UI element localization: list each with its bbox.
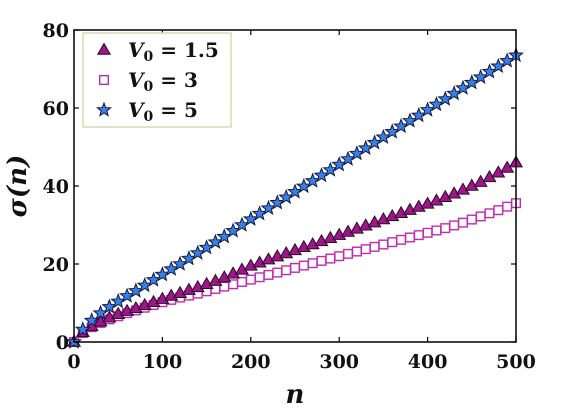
data-point-square [307,258,318,269]
legend-label: V0 = 1.5 [128,38,219,65]
data-point-square [475,211,486,222]
data-point-square [281,265,292,276]
x-tick-label: 300 [319,351,359,373]
data-point-square [343,248,354,259]
y-tick-label: 20 [43,254,69,276]
data-point-square [457,217,468,228]
data-point-square [493,205,504,216]
data-point-square [440,223,451,234]
data-point-square [219,281,230,292]
data-point-square [245,274,256,285]
data-point-square [396,234,407,245]
data-point-star [74,321,91,337]
x-tick-label: 500 [496,351,536,373]
legend: V0 = 1.5 V0 = 3 V0 = 5 [82,32,232,128]
legend-marker-star [96,101,112,117]
x-axis-title: n [286,380,305,410]
data-point-square [413,230,424,241]
data-point-square [298,260,309,271]
legend-marker-triangle [96,42,112,55]
data-point-square [378,239,389,250]
data-point-square [325,253,336,264]
legend-marker-square [98,74,109,85]
x-tick-label: 200 [231,351,271,373]
data-point-triangle [208,273,223,286]
data-point-square [236,276,247,287]
y-tick-label: 40 [43,176,69,198]
data-point-square [334,251,345,262]
legend-label: V0 = 3 [128,68,198,95]
data-point-triangle [438,189,453,203]
data-point-triangle [102,310,117,323]
axis-tick-labels: 0 100 200 300 400 500 0 20 40 60 80 [43,20,536,373]
data-point-square [316,255,327,266]
data-point-square [263,269,274,280]
x-tick-label: 400 [408,351,448,373]
x-tick-label: 100 [143,351,183,373]
data-point-triangle [429,193,444,206]
y-tick-label: 80 [43,20,69,42]
data-point-square [404,232,415,243]
data-point-square [360,244,371,255]
data-point-square [449,220,460,231]
y-tick-label: 0 [56,332,69,354]
data-point-square [387,237,398,248]
data-point-square [502,201,513,212]
data-point-square [466,214,477,225]
y-axis-title: σ(n) [3,155,33,218]
data-point-square [351,246,362,257]
data-point-square [369,241,380,252]
x-tick-label: 0 [67,351,80,373]
y-tick-label: 60 [43,98,69,120]
data-point-square [484,208,495,219]
data-point-square [422,227,433,238]
data-point-square [254,272,265,283]
data-point-square [272,267,283,278]
data-point-square [431,225,442,236]
legend-label: V0 = 5 [128,98,198,125]
data-point-square [290,262,301,273]
